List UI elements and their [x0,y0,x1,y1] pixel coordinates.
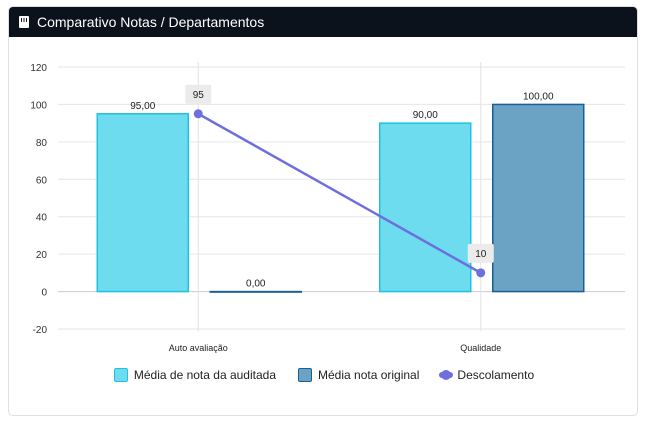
line-point [193,109,203,119]
y-tick-label: 60 [36,175,48,186]
chart-legend: Média de nota da auditada Média nota orig… [0,368,648,382]
legend-item[interactable]: Média de nota da auditada [113,368,276,382]
y-tick-label: 0 [41,288,47,299]
line-label-box [467,243,494,263]
bar-data-label: 100,00 [523,91,554,102]
bar-média-de-nota-da-auditada [379,122,472,293]
bar-média-nota-original [209,290,302,293]
bar-data-label: 95,00 [130,101,155,112]
x-tick-label: Auto avaliação [169,343,228,353]
y-tick-label: 120 [30,63,47,74]
chart-card: Comparativo Notas / Departamentos [8,6,638,416]
bar-média-nota-original [492,103,585,293]
bar-data-label: 90,00 [413,110,438,121]
legend-label: Média nota original [318,368,420,382]
y-tick-label: 40 [36,213,48,224]
legend-item[interactable]: Média nota original [298,368,419,382]
legend-swatch [298,368,312,382]
y-tick-label: -20 [33,325,48,336]
legend-label: Média de nota da auditada [133,368,276,382]
building-icon [19,16,29,28]
y-tick-label: 80 [36,138,48,149]
line-label-box [185,84,212,104]
bar-data-label: 0,00 [246,279,266,290]
card-header: Comparativo Notas / Departamentos [9,7,637,37]
line-point [476,268,486,278]
x-tick-label: Qualidade [460,343,501,353]
line-data-label: 10 [475,249,487,260]
card-title: Comparativo Notas / Departamentos [37,14,265,30]
legend-marker-icon [441,370,452,380]
y-tick-label: 100 [30,100,47,111]
legend-swatch [113,368,128,382]
line-data-label: 95 [193,90,205,101]
y-tick-label: 20 [36,250,48,261]
bar-média-de-nota-da-auditada [96,113,189,293]
legend-item[interactable]: Descolamento [441,368,534,382]
legend-label: Descolamento [457,368,535,382]
line-descolamento [197,112,482,274]
